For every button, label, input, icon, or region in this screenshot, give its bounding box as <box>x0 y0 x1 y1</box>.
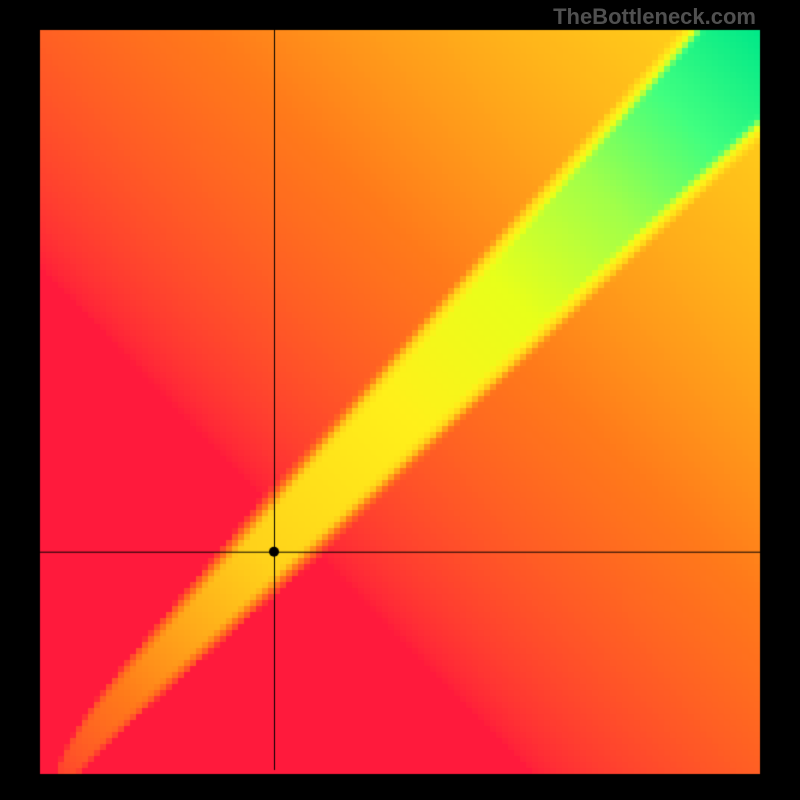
chart-container: TheBottleneck.com <box>0 0 800 800</box>
watermark-text: TheBottleneck.com <box>553 4 756 30</box>
bottleneck-heatmap <box>0 0 800 800</box>
